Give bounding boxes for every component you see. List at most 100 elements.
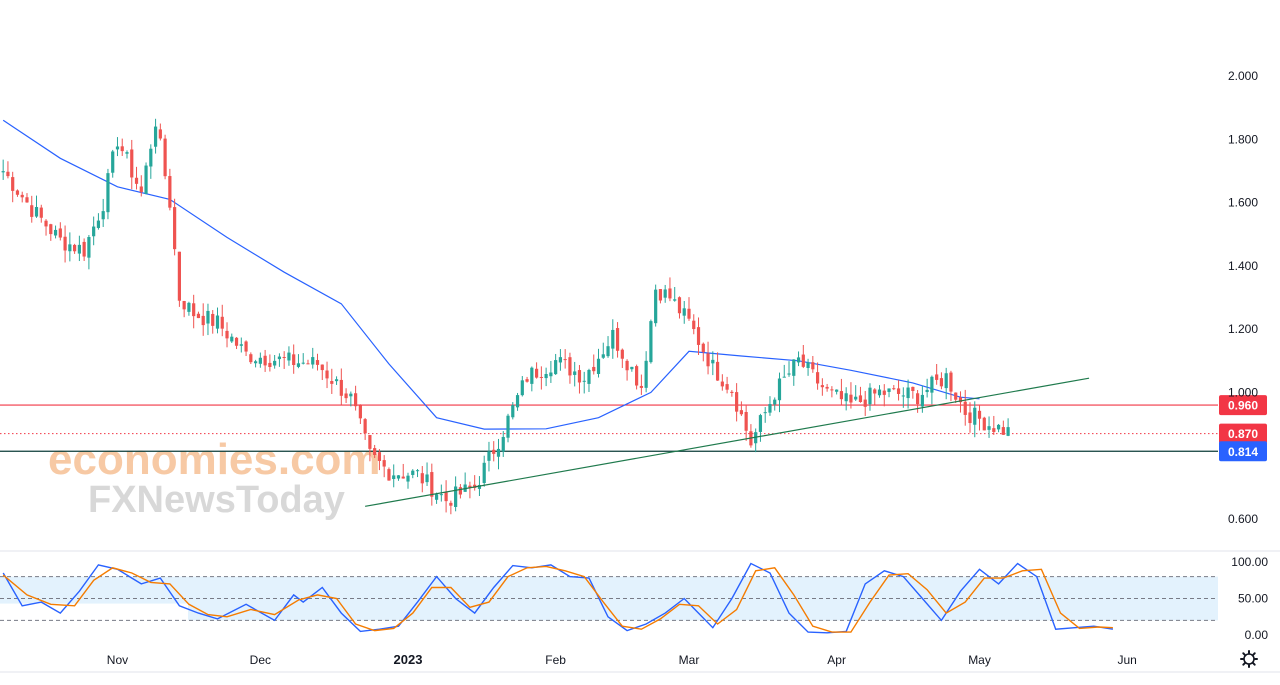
candle-body	[196, 313, 201, 319]
candle-body	[234, 337, 239, 346]
candle-body	[177, 251, 181, 301]
candle-body	[215, 315, 220, 329]
candle-body	[987, 426, 991, 430]
candle-body	[649, 321, 653, 363]
candle-body	[268, 362, 272, 368]
candle-body	[125, 152, 129, 154]
price-tick-2: 1.600	[1228, 196, 1258, 210]
candle-body	[892, 388, 896, 390]
candle-body	[582, 380, 586, 382]
candle-body	[468, 485, 472, 488]
candle-body	[725, 384, 729, 390]
candle-body	[644, 360, 648, 388]
price-tick-1: 1.800	[1228, 132, 1258, 146]
candle-body	[568, 357, 572, 376]
candle-body	[925, 389, 929, 393]
candle-body	[782, 376, 786, 378]
candle-body	[115, 146, 120, 150]
candle-body	[273, 360, 277, 366]
candle-body	[173, 207, 177, 250]
candle-body	[654, 289, 658, 324]
candle-body	[339, 379, 343, 396]
price-tick-4: 1.200	[1228, 322, 1258, 336]
candle-body	[706, 353, 710, 367]
gear-icon[interactable]	[1240, 650, 1258, 668]
candle-body	[930, 376, 934, 393]
candle-body	[806, 362, 810, 369]
candle-body	[901, 395, 905, 397]
candle-body	[825, 386, 829, 389]
candle-body	[777, 378, 782, 401]
candle-body	[311, 357, 315, 365]
candle-body	[411, 470, 415, 475]
candle-body	[768, 404, 772, 413]
candle-body	[244, 341, 248, 352]
candle-body	[168, 176, 172, 208]
sma-line	[2, 119, 980, 430]
candle-body	[630, 366, 634, 370]
candle-body	[668, 288, 672, 299]
candle-body	[77, 244, 81, 254]
candle-body	[263, 355, 267, 366]
candle-body	[458, 487, 462, 495]
candle-body	[530, 367, 534, 384]
trendline-layer	[365, 377, 1090, 507]
candle-body	[525, 379, 529, 382]
candle-body	[6, 171, 10, 177]
candle-body	[325, 370, 329, 379]
candle-body	[996, 424, 1001, 430]
candle-body	[868, 387, 872, 405]
candle-body	[349, 393, 353, 397]
candle-body	[401, 476, 405, 479]
candle-body	[549, 372, 553, 377]
candles-layer	[1, 118, 1010, 515]
candle-body	[496, 448, 501, 457]
candle-body	[815, 372, 820, 384]
candle-body	[101, 211, 105, 220]
candle-body	[577, 370, 582, 383]
ascending-trendline	[365, 377, 1090, 507]
candle-body	[982, 417, 986, 431]
candle-body	[573, 371, 577, 375]
candle-body	[106, 173, 110, 213]
candle-body	[449, 502, 453, 506]
candle-body	[615, 328, 620, 351]
candle-body	[211, 313, 215, 326]
candle-body	[801, 354, 805, 367]
candle-body	[696, 327, 701, 345]
stoch_k-line	[2, 562, 1114, 634]
x-axis-label-7: Jun	[1117, 653, 1136, 667]
candle-body	[58, 228, 62, 238]
candle-body	[187, 302, 191, 312]
candle-body	[439, 494, 443, 496]
candle-body	[239, 344, 243, 346]
candle-body	[639, 385, 643, 388]
candle-body	[368, 435, 372, 449]
candle-body	[415, 470, 420, 472]
candle-body	[730, 391, 734, 393]
candle-body	[601, 354, 605, 358]
osc-tick-2: 0.00	[1245, 628, 1269, 642]
candle-body	[835, 389, 839, 392]
candle-body	[896, 388, 901, 394]
candle-body	[182, 300, 186, 310]
candle-body	[968, 412, 972, 424]
candle-body	[992, 428, 996, 432]
candle-body	[111, 151, 115, 173]
candle-body	[249, 354, 253, 363]
candle-body	[420, 473, 424, 484]
axes-layer: 2.000 1.800 1.600 1.400 1.200 1.000 0.600 100.0…	[107, 69, 1269, 667]
price-tick-6: 0.600	[1228, 512, 1258, 526]
candle-body	[501, 436, 505, 452]
candle-body	[477, 484, 482, 489]
candle-body	[973, 407, 977, 425]
candle-body	[320, 364, 324, 371]
sma-layer	[2, 119, 980, 430]
candle-body	[611, 329, 615, 349]
candle-body	[596, 358, 601, 374]
candle-body	[287, 352, 291, 361]
stochastic-layer	[0, 562, 1218, 634]
watermark-brand-top: economies.com	[48, 435, 381, 484]
